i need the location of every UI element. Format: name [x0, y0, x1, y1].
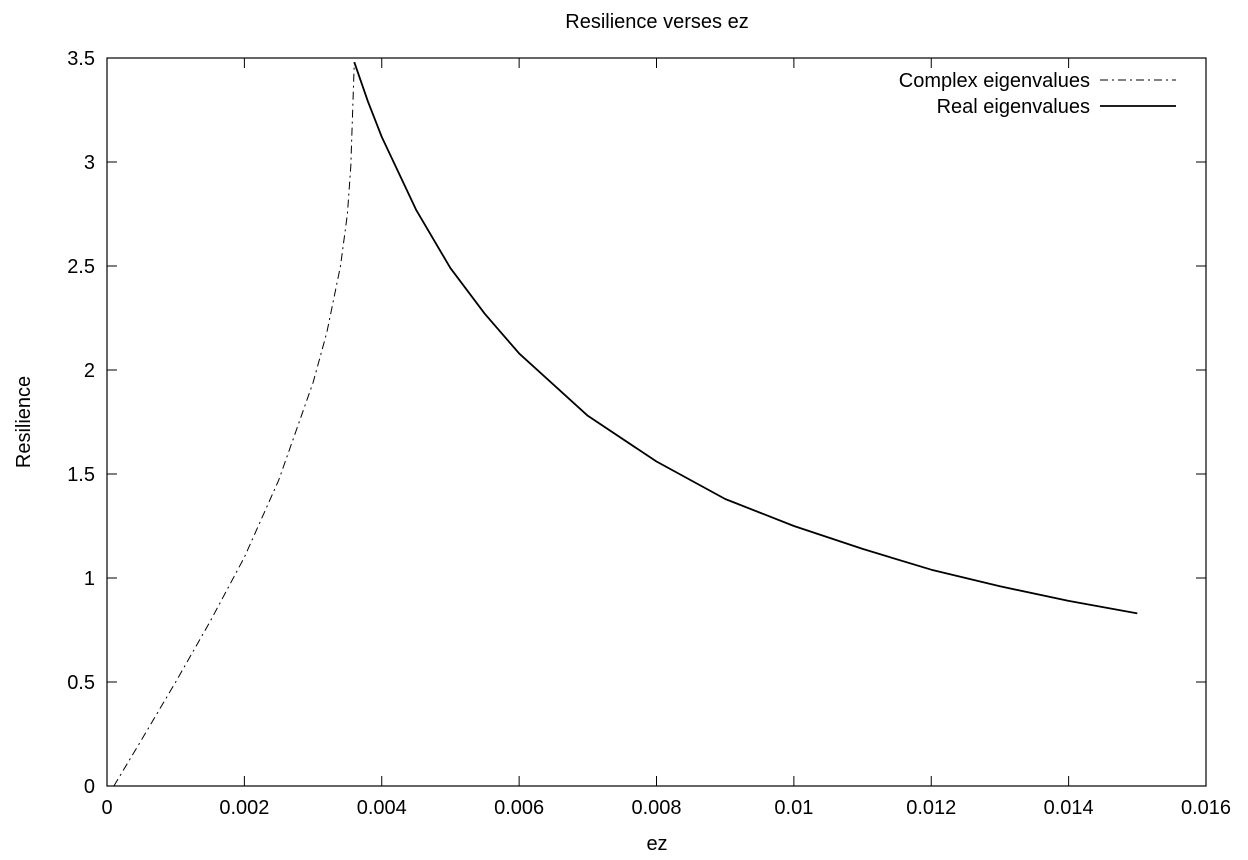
- chart-title: Resilience verses ez: [565, 11, 748, 33]
- x-tick-label: 0.01: [774, 797, 813, 819]
- series-layer: [113, 61, 1138, 787]
- x-tick-label: 0.016: [1181, 797, 1231, 819]
- x-tick-label: 0.006: [494, 797, 544, 819]
- x-axis: 0 0.002 0.004 0.006 0.008 0.01 0.012 0.014 0.016: [101, 58, 1231, 819]
- x-tick-label: 0: [101, 797, 112, 819]
- series-line-complex: [113, 62, 355, 787]
- x-tick-label: 0.014: [1044, 797, 1094, 819]
- y-tick-label: 1.5: [67, 464, 95, 486]
- legend: Complex eigenvalues Real eigenvalues: [899, 70, 1176, 118]
- y-tick-label: 0: [84, 776, 95, 798]
- plot-frame: [106, 57, 1207, 787]
- series-line-real: [353, 61, 1138, 615]
- y-tick-label: 1: [84, 568, 95, 590]
- x-tick-label: 0.008: [631, 797, 681, 819]
- y-axis: 0 0.5 1 1.5 2 2.5 3 3.5: [67, 48, 1206, 798]
- x-tick-label: 0.004: [357, 797, 407, 819]
- y-tick-label: 2: [84, 360, 95, 382]
- y-tick-label: 2.5: [67, 256, 95, 278]
- x-tick-label: 0.002: [219, 797, 269, 819]
- y-tick-label: 0.5: [67, 672, 95, 694]
- legend-label: Real eigenvalues: [937, 96, 1090, 118]
- x-axis-label: ez: [646, 833, 667, 855]
- y-axis-label: Resilience: [13, 376, 35, 468]
- y-tick-label: 3: [84, 152, 95, 174]
- x-tick-label: 0.012: [906, 797, 956, 819]
- legend-label: Complex eigenvalues: [899, 70, 1090, 92]
- y-tick-label: 3.5: [67, 48, 95, 70]
